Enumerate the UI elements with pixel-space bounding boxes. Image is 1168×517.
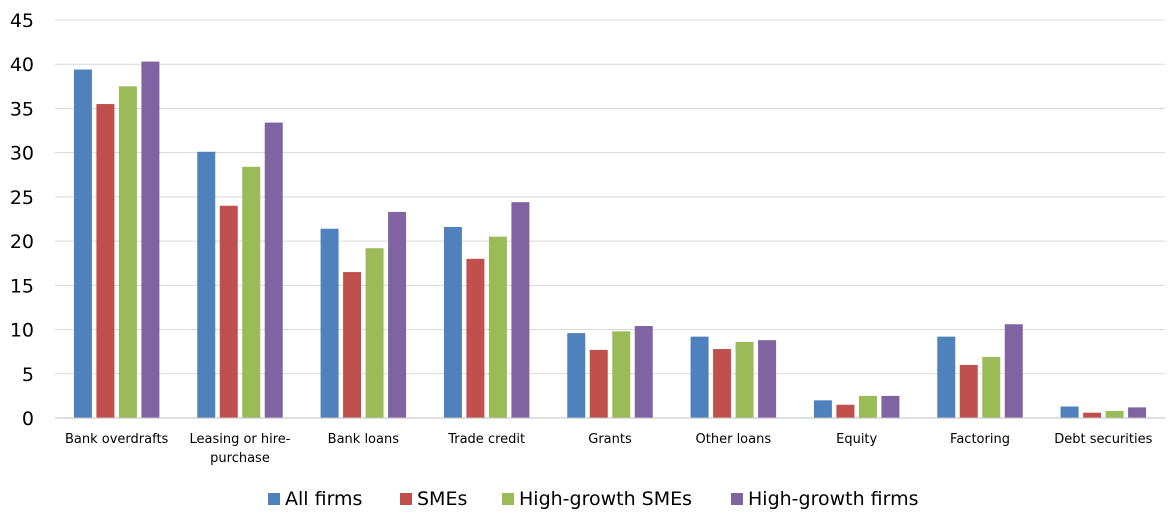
legend-swatch [400,493,412,505]
bar-high-growth-firms-3 [511,202,530,418]
bar-high-growth-firms-7 [1004,324,1023,418]
bar-all-firms-6 [813,400,832,418]
y-tick-label: 5 [22,364,34,386]
legend-swatch [502,493,514,505]
x-tick-label: Debt securities [1054,432,1152,447]
bar-high-growth-firms-5 [758,340,777,418]
bar-high-growth-smes-8 [1105,410,1124,418]
bar-high-growth-firms-2 [388,211,407,418]
y-tick-label: 45 [10,10,34,32]
x-tick-label: Grants [588,432,632,447]
x-tick-label: Bank overdrafts [65,432,169,447]
legend-label: High-growth firms [748,488,919,510]
bar-all-firms-1 [197,151,216,418]
legend-swatch [268,493,280,505]
bar-all-firms-2 [320,228,339,418]
y-tick-label: 25 [10,187,34,209]
legend-label: SMEs [417,488,467,510]
bar-smes-3 [466,258,485,418]
bar-smes-0 [96,104,115,419]
y-tick-label: 35 [10,98,34,120]
legend-label: All firms [285,488,362,510]
bar-high-growth-firms-4 [634,326,653,418]
y-tick-label: 40 [10,54,34,76]
x-tick-label: Leasing or hire- [189,432,290,447]
y-tick-label: 10 [10,320,34,342]
bar-smes-4 [589,349,608,418]
x-tick-label: Other loans [696,432,772,447]
legend-label: High-growth SMEs [519,488,692,510]
bar-high-growth-firms-6 [881,395,900,418]
legend: All firms SMEs High-growth SMEs High-growth… [268,488,919,510]
y-tick-label: 20 [10,231,34,253]
bar-high-growth-smes-2 [365,248,384,418]
bar-all-firms-3 [443,226,462,418]
bar-all-firms-5 [690,336,709,418]
bar-high-growth-smes-5 [735,341,754,418]
gridlines [55,19,1165,375]
bar-high-growth-smes-1 [242,166,261,418]
x-tick-label: Equity [836,432,877,447]
x-tick-label: Trade credit [447,432,525,447]
bar-all-firms-7 [937,336,956,418]
bar-smes-2 [343,272,362,418]
bar-high-growth-smes-7 [982,356,1001,418]
bar-high-growth-smes-4 [612,331,631,418]
y-tick-label: 15 [10,275,34,297]
legend-swatch [731,493,743,505]
bars [73,61,1147,419]
bar-high-growth-smes-6 [858,395,877,418]
bar-high-growth-smes-3 [488,236,507,418]
bar-high-growth-firms-1 [264,122,283,419]
bar-high-growth-firms-0 [141,61,160,419]
bar-high-growth-firms-8 [1128,407,1147,418]
bar-smes-5 [713,349,732,418]
bar-all-firms-8 [1060,406,1079,418]
x-tick-label: Bank loans [328,432,400,447]
bar-high-growth-smes-0 [118,86,137,418]
y-tick-label: 30 [10,143,34,165]
bar-all-firms-0 [73,69,92,418]
bar-smes-6 [836,404,855,418]
bar-all-firms-4 [567,333,586,418]
x-tick-label: purchase [210,451,270,466]
x-tick-label: Factoring [950,432,1010,447]
axes: 0 5 10 15 20 25 30 35 40 45 Bank overdrafts Leasing… [10,10,1165,466]
bar-smes-8 [1083,412,1102,418]
bar-smes-1 [219,205,238,418]
y-tick-label: 0 [22,408,34,430]
bar-smes-7 [959,364,978,418]
